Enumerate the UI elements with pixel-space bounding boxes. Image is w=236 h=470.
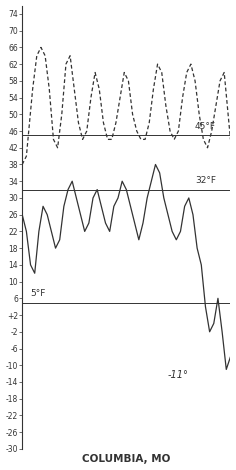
Text: 45°F: 45°F [195,122,216,131]
Text: 5°F: 5°F [30,289,46,298]
Text: 32°F: 32°F [195,176,216,185]
Text: -11°: -11° [168,370,189,380]
X-axis label: COLUMBIA, MO: COLUMBIA, MO [82,454,171,464]
